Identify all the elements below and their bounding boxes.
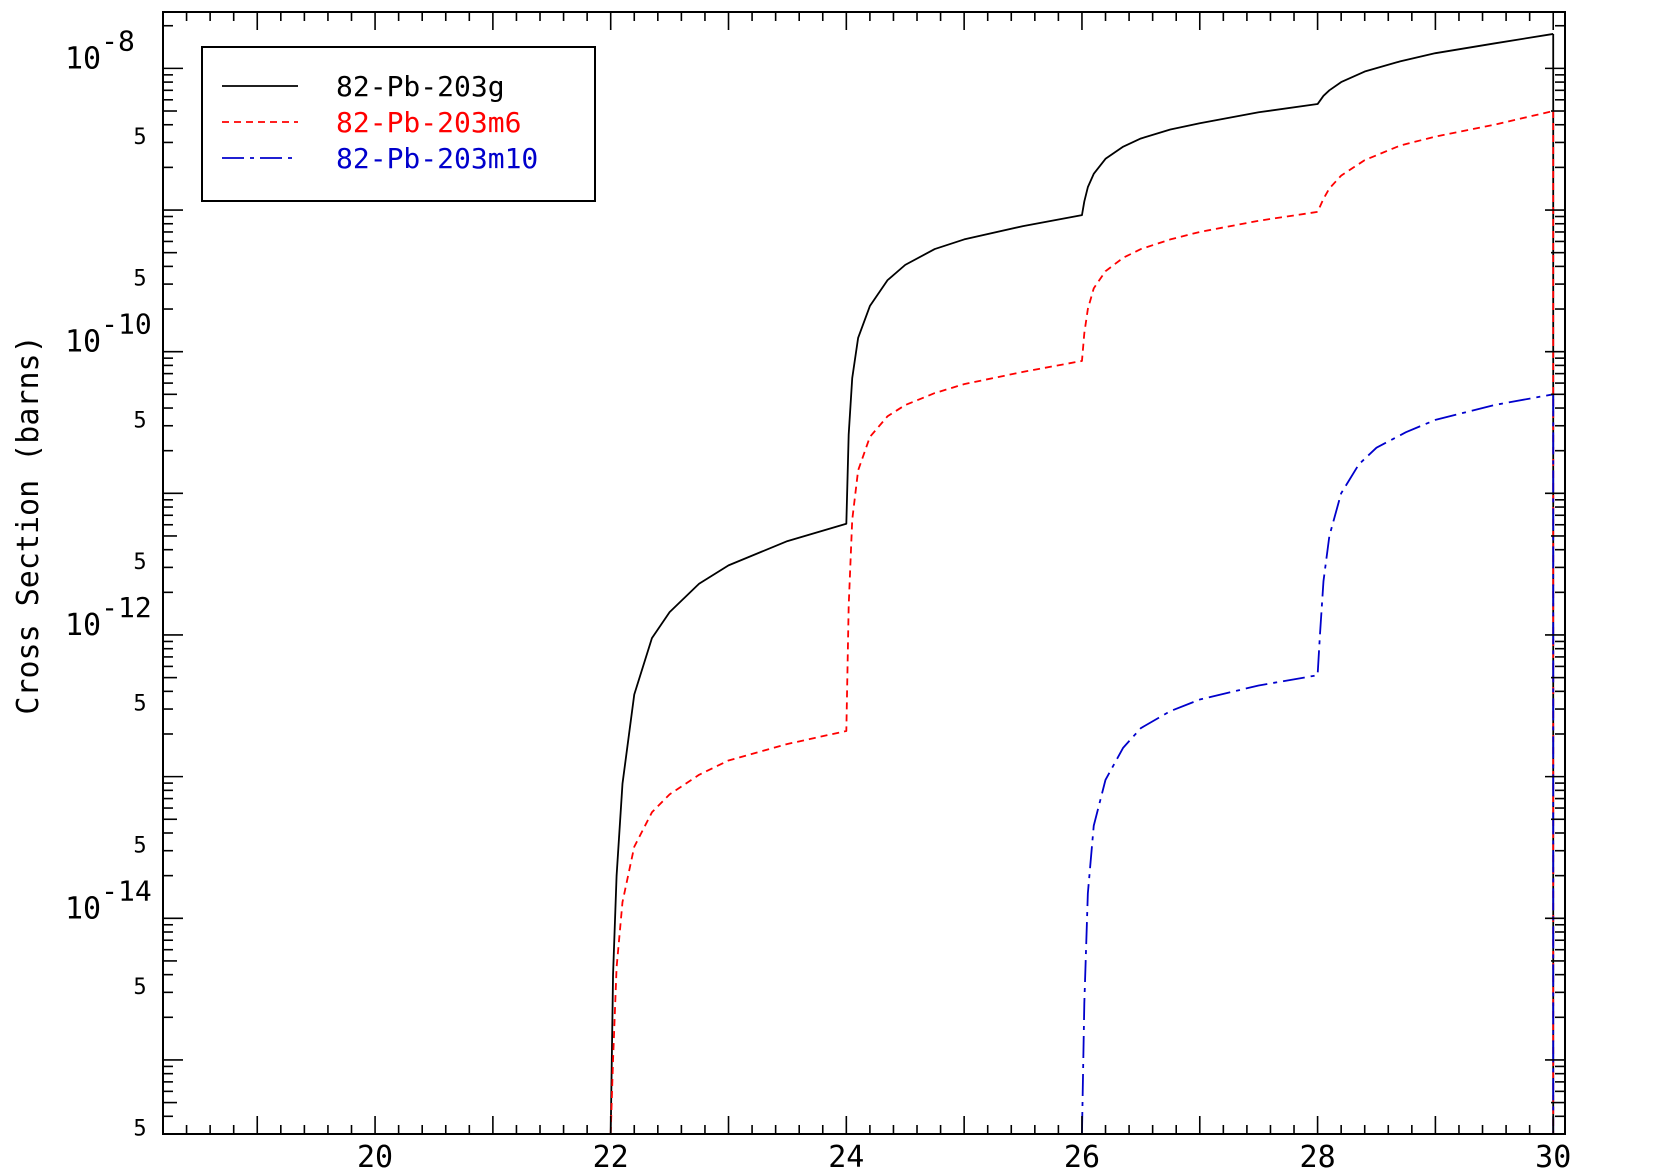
y-minor-label: 5 [133,267,146,292]
y-minor-label: 5 [133,1117,146,1142]
legend-box [201,46,596,202]
series-line [609,110,1554,1134]
y-decade-base: 10 [65,891,101,926]
y-decade-base: 10 [65,608,101,643]
y-decade-base: 10 [65,41,101,76]
y-decade-exponent: -14 [101,874,152,907]
x-tick-label: 20 [357,1140,393,1172]
y-decade-label: 10-10 [65,308,152,360]
y-decade-exponent: -10 [101,308,152,341]
y-minor-label: 5 [133,125,146,150]
y-minor-label: 5 [133,833,146,858]
legend-entry-label: 82-Pb-203m6 [336,106,521,139]
plot-frame [162,11,1566,1135]
series-line [609,33,1554,1134]
y-decade-exponent: -8 [101,24,135,57]
x-tick-label: 28 [1300,1140,1336,1172]
y-minor-label: 5 [133,550,146,575]
y-minor-label: 5 [133,975,146,1000]
y-decade-exponent: -12 [101,591,152,624]
y-decade-label: 10-12 [65,591,152,643]
y-decade-label: 10-8 [65,24,135,76]
axis-ticks [162,12,1565,1135]
series-curves [609,33,1555,1134]
y-decade-label: 10-14 [65,874,152,926]
y-minor-label: 5 [133,692,146,717]
x-tick-label: 22 [593,1140,629,1172]
x-tick-label: 30 [1535,1140,1571,1172]
legend-entry-label: 82-Pb-203m10 [336,142,538,175]
x-tick-label: 26 [1064,1140,1100,1172]
series-line [1081,393,1554,1134]
y-axis-title: Cross Section (barns) [11,335,46,714]
y-minor-label: 5 [133,408,146,433]
x-tick-label: 24 [828,1140,864,1172]
y-decade-base: 10 [65,325,101,360]
legend-entry-label: 82-Pb-203g [336,70,505,103]
